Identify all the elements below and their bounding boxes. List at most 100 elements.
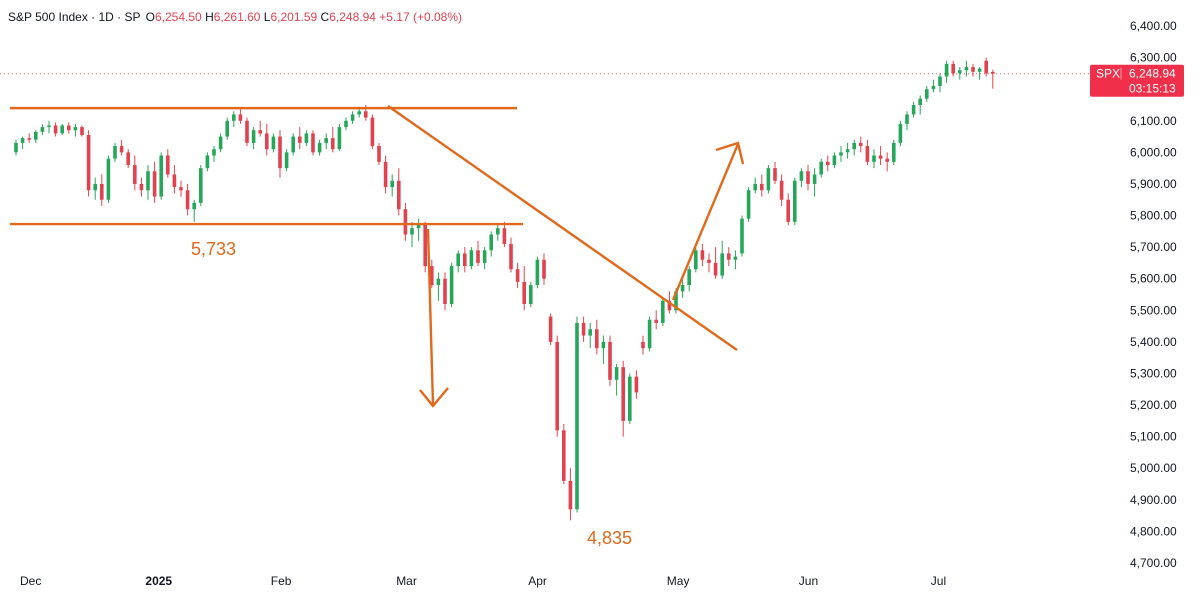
candle-up [931,79,936,93]
candle-body [727,253,731,260]
candle-body [951,63,955,74]
candle-body [212,149,216,156]
candle-body [443,278,447,304]
candle-body [482,250,487,263]
candle-body [344,120,348,128]
candle-up [251,127,256,150]
candle-up [350,111,355,124]
up-arrow-shaft [671,143,740,301]
candle-body [628,376,632,421]
candle-up [212,146,216,162]
candle-body [905,114,909,124]
candle-body [113,146,117,159]
candle-up [892,139,896,165]
candle-down [80,125,84,137]
y-tick-label: 5,400.00 [1130,335,1177,349]
candle-down [139,177,144,197]
candle-body [832,155,837,165]
open-value: 6,254.50 [155,10,202,24]
candle-down [67,122,71,134]
candle-up [977,67,982,80]
candle-down [443,272,447,311]
candle-body [806,171,810,184]
candle-body [852,142,856,150]
candle-down [621,360,625,437]
candle-up [469,247,474,270]
candle-body [185,190,190,210]
candle-down [298,127,302,150]
candle-body [753,183,757,191]
candle-down [581,316,586,342]
candle-body [238,114,243,121]
candle-up [159,152,163,200]
candle-body [746,190,751,219]
candle-body [410,228,414,235]
candle-body [179,187,183,191]
candle-up [839,146,843,162]
candle-down [331,127,335,153]
candle-up [819,158,823,178]
candle-down [700,243,705,267]
candle-down [245,117,249,147]
candle-body [634,376,639,393]
candle-down [878,146,883,165]
candle-body [667,300,672,311]
candle-down [86,130,91,197]
candle-down [133,155,137,191]
candle-down [786,193,790,226]
candle-body [977,68,982,72]
candle-up [390,174,394,197]
candle-body [680,285,685,292]
candle-body [839,152,843,156]
candle-up [535,256,540,289]
price-tag-countdown: 03:15:13 [1129,82,1176,96]
candle-down [515,262,520,289]
candle-body [581,322,586,336]
candle-up [496,225,500,241]
y-tick-label: 6,000.00 [1130,145,1177,159]
candle-up [938,73,942,93]
candle-down [634,370,639,399]
y-tick-label: 5,700.00 [1130,240,1177,254]
candle-body [47,125,51,128]
candle-up [357,108,361,118]
x-tick-label: Jul [931,574,946,588]
candle-up [225,117,229,140]
candle-down [885,152,889,172]
candle-body [661,300,665,323]
candle-up [628,373,632,425]
candle-down [258,120,262,137]
symbol-legend: S&P 500 Index · 1D · SP O6,254.50 H6,261… [8,10,462,24]
candle-body [80,127,84,135]
candle-body [245,120,249,143]
candle-up [529,281,533,308]
candle-body [364,111,368,118]
candle-up [918,95,922,115]
candle-body [271,136,276,150]
candle-body [337,127,342,150]
candle-body [27,138,31,140]
candle-body [449,266,454,304]
candle-down [707,253,711,273]
candle-body [397,180,401,210]
candle-body [390,180,394,188]
candle-up [344,117,348,131]
candle-down [311,130,315,156]
x-tick-label: Jun [799,574,818,588]
candle-down [779,174,784,207]
price-tag-ticker: SPX [1096,67,1120,81]
candle-body [621,367,625,421]
x-tick-label: Mar [396,574,417,588]
candle-body [436,278,441,286]
candle-body [218,136,223,150]
candle-body [779,180,784,200]
candle-down [859,136,863,153]
candle-body [674,291,678,311]
candle-body [713,262,718,276]
candle-body [878,155,883,159]
candle-body [918,98,922,105]
candle-body [720,253,724,276]
candle-body [199,168,203,203]
candle-down [119,139,124,156]
